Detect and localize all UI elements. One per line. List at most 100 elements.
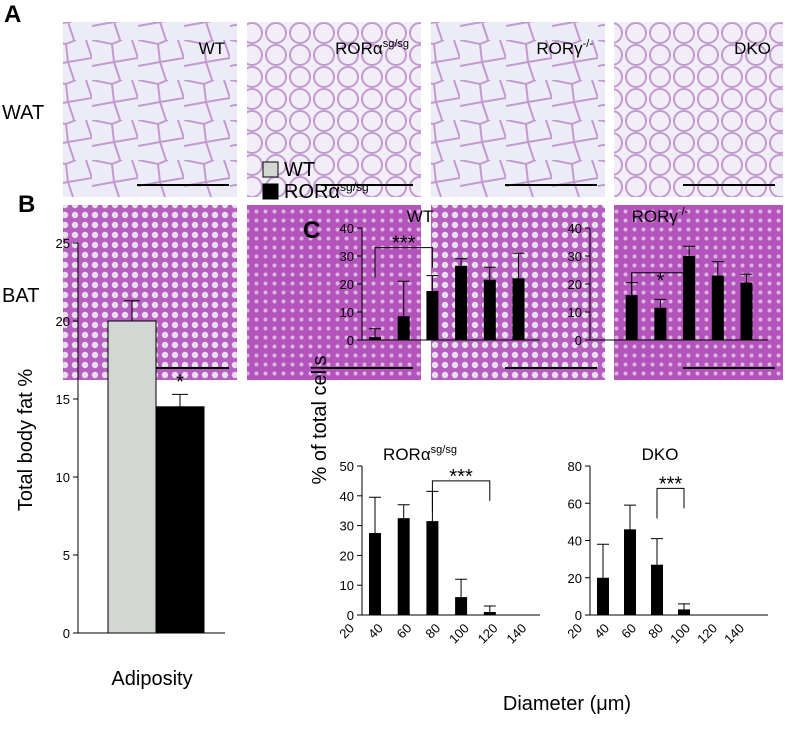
x-tick-label: 60: [394, 621, 415, 642]
column-label-sup: sg/sg: [383, 38, 409, 50]
y-tick-label: 20: [56, 314, 70, 329]
micrograph: [614, 22, 783, 197]
error-bar: [483, 266, 496, 280]
y-tick-label: 0: [63, 626, 70, 641]
x-tick-label: 140: [503, 621, 529, 647]
y-tick-label: 80: [568, 459, 582, 474]
bar: [455, 597, 468, 615]
bar: [625, 295, 638, 340]
significance: ***: [449, 466, 473, 488]
y-tick-label: 30: [568, 249, 582, 264]
column-label: WT: [199, 39, 225, 58]
bar: [678, 609, 690, 615]
column-label-main: DKO: [734, 39, 771, 58]
significance: *: [657, 270, 665, 292]
y-tick-label: 20: [340, 277, 354, 292]
error-bar: [483, 605, 496, 613]
micrograph: [431, 22, 605, 197]
error-bar: [651, 538, 663, 565]
error-bar: [624, 504, 636, 530]
error-bar: [654, 298, 667, 308]
legend-swatch: [262, 161, 279, 178]
bar: [711, 275, 724, 340]
row-label: WAT: [2, 102, 44, 124]
legend-label: WT: [284, 159, 315, 181]
y-tick-label: 10: [340, 305, 354, 320]
bar: [426, 521, 439, 615]
panel-letter: C: [303, 217, 320, 244]
x-tick-label: 20: [564, 621, 585, 642]
error-bar: [426, 275, 439, 291]
chart-title-sup: sg/sg: [431, 444, 457, 456]
bar: [426, 291, 439, 340]
bracket: [631, 272, 690, 303]
bracket: [656, 487, 685, 519]
y-tick-label: 40: [568, 221, 582, 236]
bar: [624, 529, 636, 615]
column-label-main: WT: [199, 39, 225, 58]
x-tick-label: Adiposity: [111, 668, 192, 690]
y-tick-label: 0: [575, 333, 582, 348]
legend-label-main: RORα: [284, 181, 340, 203]
column-label: RORαsg/sg: [335, 38, 409, 58]
y-tick-label: 60: [568, 496, 582, 511]
x-tick-label: 20: [336, 621, 357, 642]
chart-title-sup: -/-: [678, 206, 689, 218]
bar: [654, 307, 667, 340]
error-bar: [124, 300, 140, 321]
y-tick-label: 0: [347, 608, 354, 623]
y-tick-label: 30: [340, 519, 354, 534]
bar: [455, 265, 468, 340]
micrograph: [247, 205, 421, 380]
bar: [397, 518, 410, 615]
bar: [512, 278, 525, 340]
bracket: [431, 480, 491, 511]
bar: [483, 279, 496, 340]
error-bar: [740, 273, 753, 283]
x-tick-label: 60: [618, 621, 639, 642]
significance: ***: [659, 473, 683, 495]
y-tick-label: 10: [56, 470, 70, 485]
legend-label: RORαsg/sg: [284, 180, 369, 203]
bar: [651, 564, 663, 615]
y-tick-label: 30: [340, 249, 354, 264]
y-tick-label: 25: [56, 236, 70, 251]
x-tick-label: 120: [475, 621, 501, 647]
significance: *: [176, 371, 184, 393]
y-tick-label: 5: [63, 548, 70, 563]
bar: [683, 256, 696, 340]
error-bar: [512, 252, 525, 279]
error-bar: [397, 504, 410, 519]
bar: [397, 316, 410, 340]
error-bar: [397, 280, 410, 317]
x-tick-label: 100: [446, 621, 472, 647]
error-bar: [455, 578, 468, 598]
y-tick-label: 10: [568, 305, 582, 320]
column-label-main: RORγ: [536, 39, 583, 58]
y-axis-title: % of total cells: [309, 356, 331, 485]
y-tick-label: 20: [340, 548, 354, 563]
error-bar: [683, 245, 696, 256]
y-tick-label: 50: [340, 459, 354, 474]
row-label: BAT: [2, 285, 39, 307]
bracket: [374, 247, 433, 278]
chart-title-main: RORα: [383, 445, 431, 464]
x-tick-label: 80: [645, 621, 666, 642]
error-bar: [172, 393, 188, 407]
significance: ***: [392, 233, 416, 255]
chart-title-main: WT: [407, 207, 433, 226]
micrograph: [614, 205, 783, 380]
bar: [483, 612, 496, 615]
error-bar: [711, 261, 724, 276]
chart-title: RORγ-/-: [632, 206, 689, 226]
x-tick-label: 100: [667, 621, 693, 647]
y-tick-label: 40: [568, 534, 582, 549]
x-tick-label: 40: [591, 621, 612, 642]
chart-title: WT: [407, 207, 433, 226]
error-bar: [369, 496, 381, 534]
x-tick-label: 140: [721, 621, 747, 647]
legend-swatch: [262, 183, 279, 200]
x-axis-title: Diameter (μm): [503, 693, 631, 715]
bar: [107, 320, 157, 634]
